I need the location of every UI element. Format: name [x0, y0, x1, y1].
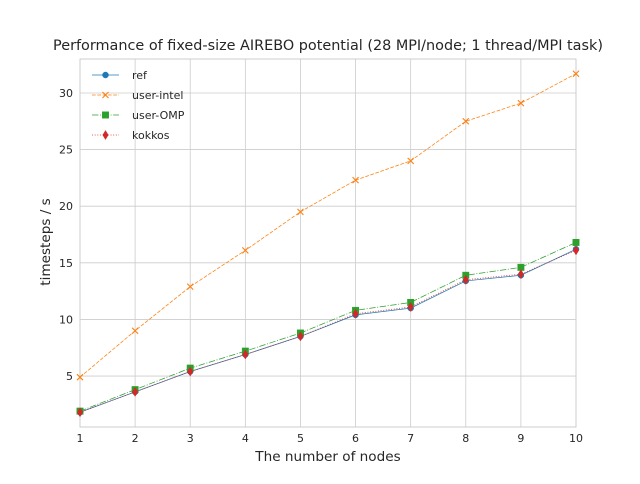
data-point: [102, 71, 109, 79]
data-point: [77, 407, 83, 418]
legend-label: kokkos: [132, 129, 170, 142]
data-point-stroke: [572, 70, 580, 78]
x-tick-label: 10: [569, 432, 583, 445]
data-point: [187, 366, 194, 377]
y-tick-label: 15: [59, 257, 73, 270]
legend-entry: user-OMP: [92, 109, 185, 122]
data-point: [242, 349, 249, 360]
data-point-stroke: [517, 99, 525, 107]
y-axis-label: timesteps / s: [38, 198, 54, 286]
x-tick-label: 3: [187, 432, 194, 445]
data-point: [352, 176, 359, 184]
x-axis-label: The number of nodes: [254, 449, 400, 465]
data-point-stroke: [352, 176, 359, 184]
data-point: [572, 238, 580, 246]
x-tick-label: 4: [242, 432, 249, 445]
data-point: [573, 245, 579, 256]
data-point: [76, 373, 84, 381]
data-point-stroke: [102, 91, 109, 99]
data-point-stroke: [131, 327, 139, 335]
x-tick-label: 6: [352, 432, 359, 445]
chart-title: Performance of fixed-size AIREBO potenti…: [53, 38, 603, 54]
legend-entry: user-intel: [92, 89, 183, 102]
y-tick-label: 30: [59, 87, 73, 100]
data-point: [102, 111, 109, 119]
data-point: [241, 246, 249, 254]
series-layer: [76, 70, 580, 418]
legend-entry: kokkos: [92, 129, 170, 142]
data-point: [131, 327, 139, 335]
legend-label: user-OMP: [132, 109, 185, 122]
legend-label: user-intel: [132, 89, 183, 102]
data-point: [572, 70, 580, 78]
data-point: [462, 117, 470, 125]
x-tick-label: 1: [77, 432, 84, 445]
y-tick-label: 25: [59, 144, 73, 157]
data-point: [297, 208, 304, 216]
legend-entry: ref: [92, 69, 148, 82]
series-line: [79, 250, 577, 413]
data-point-stroke: [186, 283, 194, 290]
data-point-stroke: [407, 157, 415, 165]
legend-label: ref: [132, 69, 148, 82]
grid: [79, 59, 577, 427]
x-tick-label: 2: [132, 432, 139, 445]
data-point-stroke: [297, 208, 304, 216]
data-point: [297, 331, 304, 342]
data-point-stroke: [462, 117, 470, 125]
series-line: [79, 73, 577, 378]
data-point: [407, 301, 414, 312]
data-point: [517, 99, 525, 107]
legend: ref user-intel user-OMP kokkos: [92, 69, 185, 142]
series-user-intel: [76, 70, 580, 381]
data-point: [517, 269, 524, 280]
data-point: [352, 308, 359, 319]
data-point: [102, 91, 109, 99]
x-tick-label: 7: [407, 432, 414, 445]
x-tick-label: 8: [462, 432, 469, 445]
data-point: [462, 274, 469, 285]
y-tick-label: 5: [66, 370, 73, 383]
y-tick-label: 10: [59, 313, 73, 326]
data-point: [407, 157, 415, 165]
data-point: [102, 130, 109, 140]
data-point: [186, 283, 194, 290]
data-point: [132, 386, 139, 397]
x-tick-label: 5: [297, 432, 304, 445]
data-point-stroke: [241, 246, 249, 254]
x-tick-label: 9: [517, 432, 524, 445]
data-point-stroke: [76, 373, 84, 381]
y-tick-label: 20: [59, 200, 73, 213]
series-line: [79, 242, 577, 412]
series-kokkos: [77, 245, 579, 418]
